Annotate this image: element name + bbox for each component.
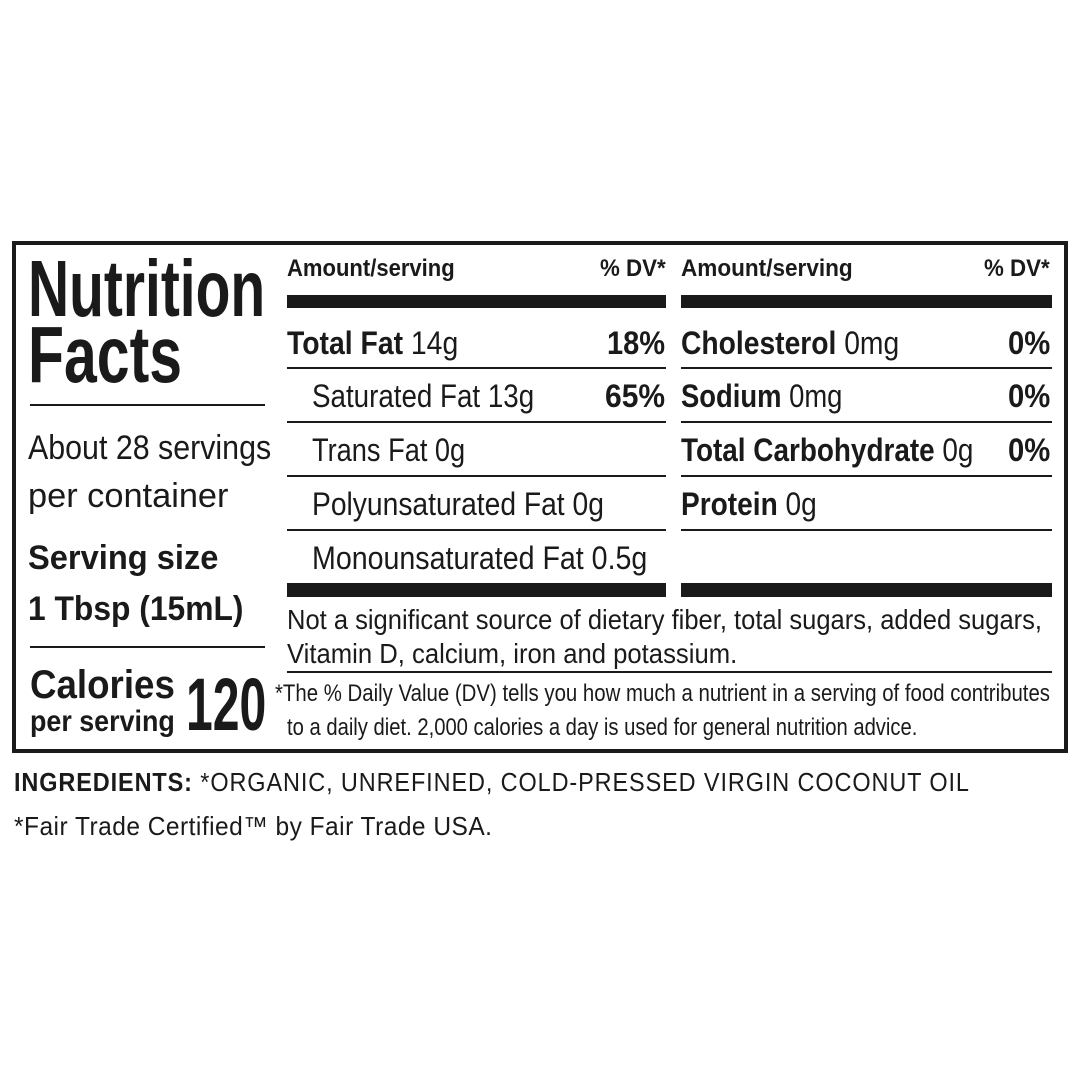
row-protein: Protein 0g [681, 488, 817, 520]
calories-label: Calories [30, 663, 175, 707]
serving-size-label: Serving size [28, 539, 219, 577]
dv-sodium: 0% [1007, 378, 1050, 414]
servings-per-container-line2: per container [28, 477, 229, 515]
nutrient-amount: 0mg [781, 378, 843, 414]
nutrient-amount: 0mg [836, 325, 900, 361]
row-divider [287, 421, 666, 423]
daily-value-footnote-line2: to a daily diet. 2,000 calories a day is… [287, 714, 918, 741]
row-total-carbohydrate: Total Carbohydrate 0g [681, 434, 973, 466]
thick-bar [287, 295, 666, 308]
row-cholesterol: Cholesterol 0mg [681, 327, 899, 359]
row-total-fat: Total Fat 14g [287, 327, 458, 359]
daily-value-footnote: *The % Daily Value (DV) tells you how mu… [275, 680, 1050, 707]
thick-bar [681, 583, 1052, 597]
right-header-amount: Amount/serving [681, 255, 853, 282]
divider [287, 671, 1052, 673]
nutrient-name: Cholesterol [681, 325, 837, 361]
row-divider [681, 367, 1052, 369]
row-monounsaturated-fat: Monounsaturated Fat 0.5g [312, 540, 648, 576]
divider [30, 404, 265, 406]
ingredients: INGREDIENTS: *ORGANIC, UNREFINED, COLD-P… [14, 769, 970, 795]
title-nutrition: Nutrition [28, 244, 266, 333]
thick-bar [681, 295, 1052, 308]
row-divider [681, 529, 1052, 531]
divider [30, 646, 265, 648]
thick-bar [287, 583, 666, 597]
not-significant-note: Not a significant source of dietary fibe… [287, 604, 1043, 635]
serving-size-value: 1 Tbsp (15mL) [28, 590, 244, 628]
ingredients-label: INGREDIENTS: [14, 767, 193, 797]
left-header-dv: % DV* [600, 255, 666, 282]
right-header-dv: % DV* [984, 255, 1050, 282]
dv-total-carbohydrate: 0% [1007, 432, 1050, 468]
not-significant-note-line2: Vitamin D, calcium, iron and potassium. [287, 638, 738, 669]
dv-cholesterol: 0% [1007, 325, 1050, 361]
ingredients-text: *ORGANIC, UNREFINED, COLD-PRESSED VIRGIN… [192, 767, 970, 797]
servings-per-container: About 28 servings [28, 429, 272, 467]
nutrient-amount: 0g [777, 486, 817, 522]
dv-saturated-fat: 65% [604, 378, 665, 414]
dv-total-fat: 18% [606, 325, 665, 361]
row-sodium: Sodium 0mg [681, 380, 842, 412]
nutrient-name: Protein [681, 486, 778, 522]
nutrient-amount: 0g [934, 432, 974, 468]
row-divider [681, 475, 1052, 477]
nutrient-name: Total Carbohydrate [681, 432, 935, 468]
row-trans-fat: Trans Fat 0g [312, 432, 466, 468]
row-divider [287, 475, 666, 477]
nutrient-name: Total Fat [287, 325, 404, 361]
row-saturated-fat: Saturated Fat 13g [312, 378, 535, 414]
nutrient-name: Sodium [681, 378, 782, 414]
nutrient-amount: 14g [403, 325, 459, 361]
nutrition-facts-panel [12, 241, 1068, 753]
row-divider [287, 529, 666, 531]
row-divider [681, 421, 1052, 423]
fair-trade-note: *Fair Trade Certified™ by Fair Trade USA… [14, 811, 493, 841]
calories-per-serving: per serving [30, 705, 175, 738]
calories-value: 120 [186, 663, 267, 746]
title-facts: Facts [28, 310, 182, 399]
row-polyunsaturated-fat: Polyunsaturated Fat 0g [312, 486, 604, 522]
row-divider [287, 367, 666, 369]
left-header-amount: Amount/serving [287, 255, 455, 282]
